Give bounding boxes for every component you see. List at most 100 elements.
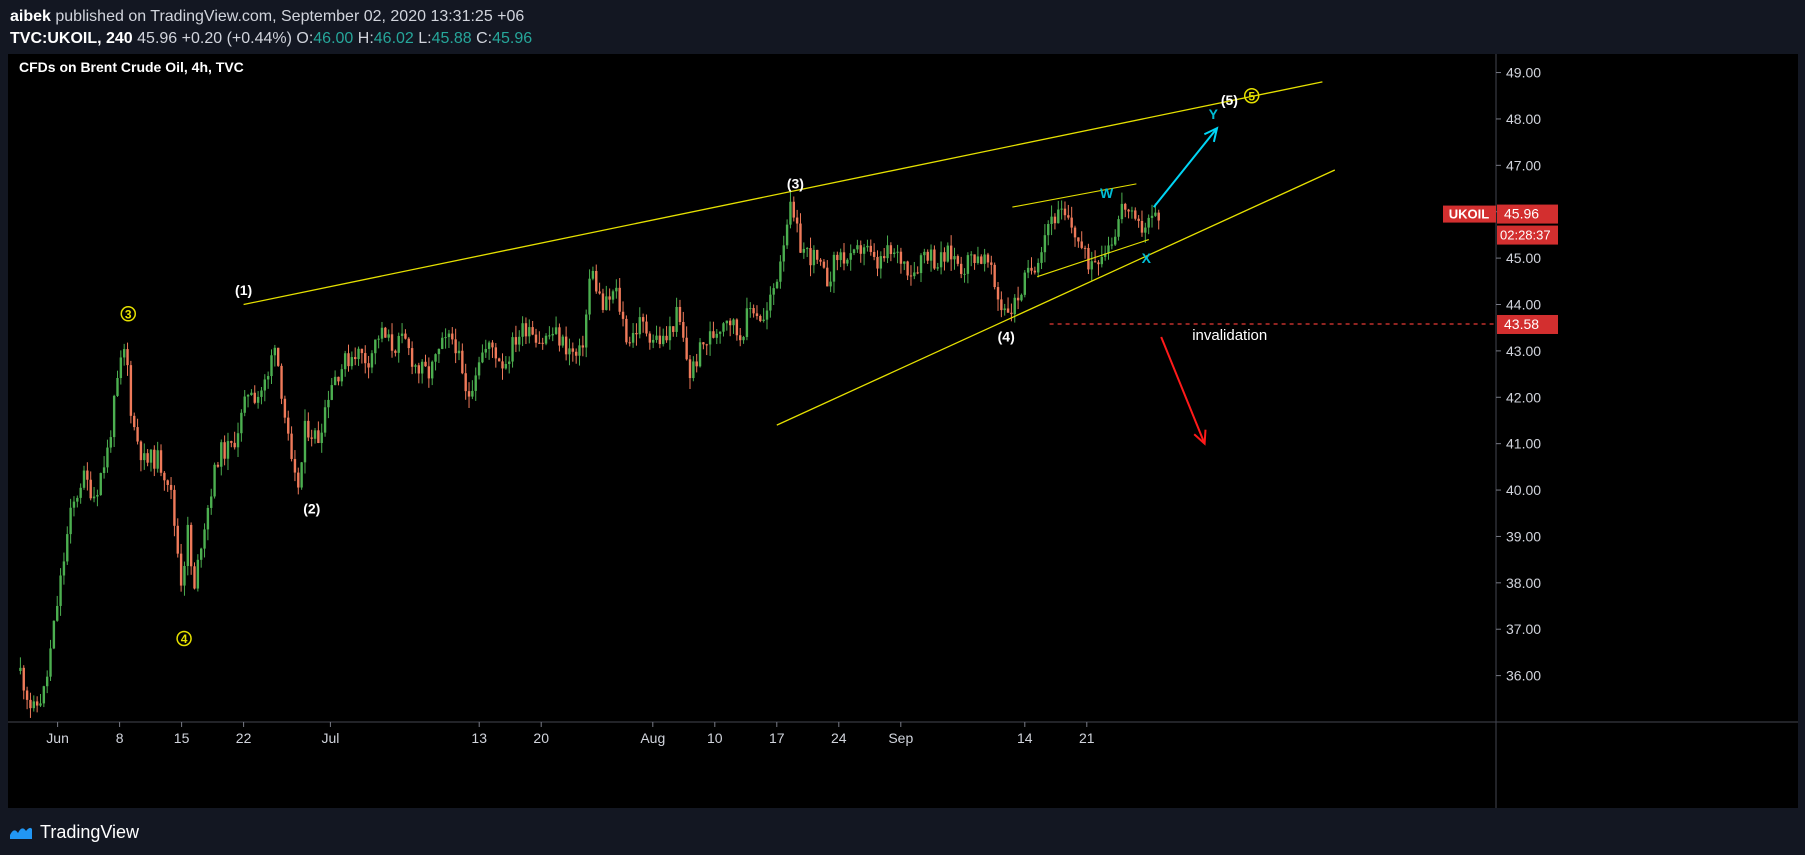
candle-body [558, 327, 561, 346]
candle-body [303, 420, 307, 463]
candle-body [233, 442, 236, 448]
candle-body [441, 337, 444, 349]
candle-body [253, 392, 256, 403]
candle-body [260, 390, 263, 397]
candle-body [146, 453, 149, 463]
candle-body [437, 348, 441, 355]
annotations-layer: invalidation (1) (2) (3) (4) (5) W X Y 3 4 5 [120, 81, 1496, 647]
price-tick-label: 41.00 [1506, 436, 1541, 452]
candle-body [554, 327, 558, 334]
candle-body [451, 333, 454, 340]
footer: TradingView [8, 810, 308, 854]
candle-body [1137, 218, 1140, 221]
candle-body [514, 337, 518, 345]
candle-body [1077, 237, 1080, 242]
candle-body [625, 318, 628, 343]
candle-body [635, 332, 638, 335]
candle-body [1073, 227, 1077, 238]
candle-body [641, 317, 645, 322]
candle-body [846, 259, 849, 264]
candle-body [1150, 215, 1154, 218]
candle-body [648, 333, 652, 343]
candle-body [695, 361, 698, 367]
candle-body [22, 667, 25, 691]
candle-body [357, 348, 360, 360]
time-tick-label: Aug [640, 730, 665, 746]
candle-body [283, 398, 287, 418]
candle-body [397, 335, 400, 353]
candle-body [501, 361, 504, 369]
candle-body [564, 336, 568, 355]
candle-body [682, 321, 685, 338]
candle-body [792, 201, 795, 218]
chart-area[interactable]: invalidation (1) (2) (3) (4) (5) W X Y 3 4 5 49.00 4… [8, 54, 1798, 808]
candle-body [872, 251, 876, 257]
candle-body [1083, 247, 1087, 249]
price-tick-label: 49.00 [1506, 65, 1541, 81]
candle-body [1010, 312, 1013, 315]
wave-label: (1) [235, 282, 252, 298]
invalidation-label: invalidation [1192, 327, 1267, 344]
price-tick-label: 47.00 [1506, 157, 1541, 173]
candle-body [769, 294, 772, 311]
candle-body [317, 430, 320, 444]
candle-body [591, 270, 595, 279]
candle-body [618, 287, 621, 312]
candle-body [1090, 261, 1093, 270]
candle-body [886, 245, 889, 259]
candle-body [39, 703, 42, 706]
candle-body [390, 334, 394, 351]
candle-body [799, 223, 802, 253]
candle-body [96, 494, 99, 497]
candle-body [986, 254, 990, 263]
candle-body [728, 320, 732, 326]
candle-body [879, 256, 883, 269]
candle-body [538, 342, 541, 344]
candle-body [497, 358, 501, 362]
candle-body [548, 335, 551, 337]
candle-body [568, 348, 571, 355]
candle-body [963, 273, 966, 275]
time-tick-label: 8 [116, 730, 124, 746]
candle-body [785, 224, 789, 246]
candle-body [1047, 224, 1050, 236]
candle-body [1154, 212, 1157, 216]
wave-label: (5) [1221, 92, 1238, 108]
candle-body [829, 281, 832, 287]
candle-body [672, 326, 675, 332]
candle-body [638, 317, 641, 335]
author-name[interactable]: aibek [10, 8, 51, 25]
last-price-badge [1497, 204, 1558, 224]
candle-body [929, 249, 933, 261]
candle-body [206, 507, 210, 530]
invalidation-price-badge-value: 43.58 [1504, 316, 1539, 332]
low-label: L: [418, 30, 432, 47]
candle-body [246, 394, 250, 397]
candle-body [266, 376, 270, 380]
candle-body [364, 353, 367, 364]
candle-body [467, 391, 471, 397]
candle-body [722, 323, 725, 332]
brand-name[interactable]: TradingView [40, 821, 140, 842]
candle-body [916, 272, 919, 274]
price-tick-label: 37.00 [1506, 621, 1541, 637]
candle-body [1113, 236, 1117, 245]
candle-body [159, 450, 163, 473]
candle-body [1030, 267, 1033, 271]
candle-body [484, 348, 487, 353]
candle-body [340, 369, 344, 382]
candle-body [665, 335, 668, 341]
wave-label: 3 [125, 307, 132, 321]
candle-body [852, 249, 856, 254]
candle-body [621, 311, 625, 319]
candle-body [1087, 248, 1090, 270]
candle-body [404, 333, 407, 339]
time-tick-label: Sep [888, 730, 913, 746]
time-tick-label: 13 [471, 730, 487, 746]
candle-body [822, 261, 826, 268]
candle-body [889, 245, 893, 255]
symbol-label[interactable]: TVC:UKOIL, 240 [10, 30, 133, 47]
candle-body [32, 701, 35, 709]
candle-body [628, 342, 631, 344]
